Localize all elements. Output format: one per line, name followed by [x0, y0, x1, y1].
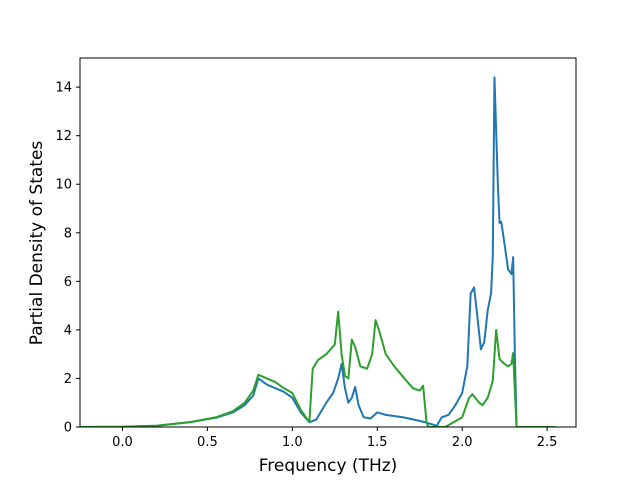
x-tick-label: 0.5	[197, 435, 218, 450]
y-tick-label: 8	[64, 226, 72, 241]
x-axis-label: Frequency (THz)	[259, 456, 398, 476]
x-tick-label: 2.5	[537, 435, 558, 450]
y-tick-label: 12	[55, 129, 72, 144]
series-line-1	[80, 76, 556, 427]
y-axis-label: Partial Density of States	[27, 141, 47, 346]
x-tick-label: 1.5	[367, 435, 388, 450]
series-line-2	[80, 310, 556, 427]
y-tick-label: 2	[64, 372, 72, 387]
series-layer	[80, 76, 556, 427]
x-tick-label: 2.0	[452, 435, 473, 450]
x-tick-label: 0.0	[112, 435, 133, 450]
x-tick-label: 1.0	[282, 435, 303, 450]
axes-layer: 0.0 0.5 1.0 1.5 2.0 2.5 0 2 4 6 8 10 12 14	[55, 57, 577, 450]
y-tick-label: 10	[55, 178, 72, 193]
y-tick-label: 6	[64, 275, 72, 290]
y-tick-label: 14	[55, 81, 72, 96]
plot-frame	[79, 57, 577, 428]
y-tick-label: 0	[64, 421, 72, 436]
y-tick-label: 4	[64, 323, 72, 338]
